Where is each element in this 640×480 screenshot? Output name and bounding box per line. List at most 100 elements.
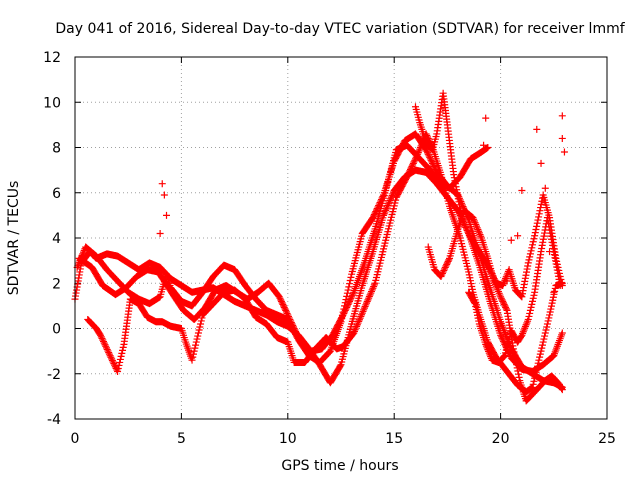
data-point xyxy=(197,320,205,328)
data-point xyxy=(355,317,363,325)
data-point xyxy=(512,358,520,366)
data-point xyxy=(550,288,558,296)
data-point xyxy=(380,211,388,219)
data-point xyxy=(404,171,412,179)
data-point xyxy=(352,324,360,332)
data-point xyxy=(341,306,349,314)
data-point xyxy=(345,283,353,291)
data-point xyxy=(410,158,418,166)
series-track-7 xyxy=(465,214,564,366)
data-point xyxy=(286,315,294,323)
data-point xyxy=(529,383,537,391)
data-point xyxy=(445,256,453,264)
data-point xyxy=(499,297,507,305)
data-point xyxy=(360,306,368,314)
data-point xyxy=(518,186,526,194)
y-tick-label: 2 xyxy=(52,276,61,292)
data-point xyxy=(470,298,478,306)
x-tick-label: 5 xyxy=(177,431,186,447)
data-point xyxy=(526,253,534,261)
data-point xyxy=(358,309,366,317)
data-point xyxy=(534,216,542,224)
data-point xyxy=(416,144,424,151)
data-point xyxy=(383,203,391,211)
data-point xyxy=(537,347,545,355)
data-point xyxy=(293,331,301,339)
data-point xyxy=(528,244,536,252)
y-tick-label: 8 xyxy=(52,141,61,157)
data-point xyxy=(542,326,550,334)
series-spikes xyxy=(156,112,568,296)
data-point xyxy=(288,320,296,328)
data-point xyxy=(514,367,522,375)
data-point xyxy=(524,315,532,323)
data-point xyxy=(370,283,378,291)
data-point xyxy=(531,229,539,237)
x-axis-label: GPS time / hours xyxy=(281,458,398,474)
data-point xyxy=(275,293,283,301)
data-point xyxy=(189,353,197,361)
data-point xyxy=(369,214,377,222)
data-point xyxy=(556,282,564,290)
data-point xyxy=(558,384,566,392)
data-point xyxy=(511,354,519,362)
data-point xyxy=(546,308,554,316)
data-point xyxy=(558,329,566,337)
data-point xyxy=(544,317,552,325)
data-point xyxy=(535,213,543,221)
data-point xyxy=(353,322,361,330)
data-point xyxy=(538,341,546,349)
data-point xyxy=(539,338,547,346)
data-point xyxy=(348,291,356,299)
data-point xyxy=(198,314,206,322)
data-point xyxy=(533,365,541,373)
data-point xyxy=(558,112,566,120)
data-point xyxy=(114,367,122,375)
data-point xyxy=(430,162,438,170)
data-point xyxy=(500,300,508,308)
data-point xyxy=(294,334,302,342)
data-point xyxy=(156,229,164,237)
data-point xyxy=(194,332,202,340)
data-point xyxy=(530,291,538,299)
data-point xyxy=(389,190,397,198)
data-point xyxy=(365,293,373,301)
data-point xyxy=(339,311,347,319)
data-point xyxy=(114,364,122,372)
data-point xyxy=(290,325,298,332)
data-point xyxy=(279,300,287,308)
data-point xyxy=(280,302,288,310)
data-point xyxy=(437,272,445,280)
data-point xyxy=(474,226,482,234)
data-point xyxy=(513,364,521,372)
data-point xyxy=(350,327,358,335)
y-tick-label: -2 xyxy=(47,367,61,383)
data-point xyxy=(356,314,364,322)
data-point xyxy=(465,231,473,239)
data-point xyxy=(105,349,113,357)
plot-frame xyxy=(74,56,608,420)
data-point xyxy=(426,153,434,161)
data-point xyxy=(415,147,423,155)
x-tick-label: 20 xyxy=(492,431,510,447)
data-point xyxy=(412,153,420,161)
data-marks xyxy=(71,89,568,405)
data-point xyxy=(441,265,449,273)
data-point xyxy=(498,296,506,304)
data-point xyxy=(507,236,515,244)
data-point xyxy=(294,332,302,340)
data-point xyxy=(535,210,543,218)
data-point xyxy=(97,333,105,341)
data-point xyxy=(558,134,566,142)
data-point xyxy=(461,222,469,230)
data-point xyxy=(536,207,544,215)
data-point xyxy=(424,150,432,158)
data-point xyxy=(472,222,480,230)
data-point xyxy=(475,227,483,235)
y-tick-label: 4 xyxy=(52,231,61,247)
data-point xyxy=(357,312,365,320)
data-point xyxy=(422,146,430,154)
data-point xyxy=(387,195,395,203)
data-point xyxy=(549,296,557,304)
